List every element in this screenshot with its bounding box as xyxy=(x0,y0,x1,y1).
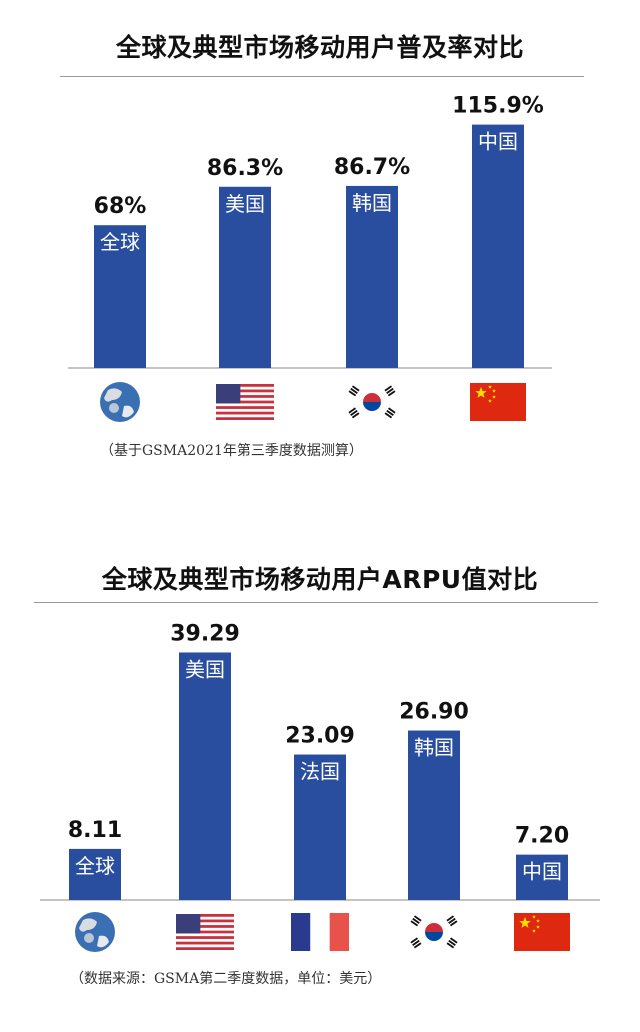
category-label: 法国 xyxy=(300,760,340,784)
value-label: 86.3% xyxy=(207,156,283,181)
value-label: 26.90 xyxy=(399,700,469,725)
arpu-bar-chart: 全球 8.11 美国 39.29 法国 23.09 韩国 26.90 中国 7.20 xyxy=(40,621,600,952)
category-label: 全球 xyxy=(75,854,115,878)
value-label: 86.7% xyxy=(334,155,410,180)
category-label: 美国 xyxy=(185,657,225,681)
bar-美国 xyxy=(219,186,271,368)
france-flag-icon xyxy=(291,913,349,951)
value-label: 7.20 xyxy=(515,824,569,849)
china-flag-icon xyxy=(514,913,570,951)
bar-韩国 xyxy=(346,185,398,368)
usa-flag-icon xyxy=(216,384,274,420)
value-label: 8.11 xyxy=(68,818,122,843)
category-label: 美国 xyxy=(225,192,265,216)
category-label: 中国 xyxy=(522,860,562,884)
source-note: （数据来源：GSMA第二季度数据，单位：美元） xyxy=(70,971,382,987)
bar-法国 xyxy=(294,754,346,900)
bar-全球 xyxy=(69,848,121,900)
korea-flag-icon xyxy=(344,383,400,421)
bar-美国 xyxy=(179,652,231,900)
value-label: 115.9% xyxy=(452,94,544,119)
source-note: （基于GSMA2021年第三季度数据测算） xyxy=(100,443,363,459)
korea-flag-icon xyxy=(406,913,462,951)
value-label: 23.09 xyxy=(285,724,355,749)
penetration-chart-panel: 全球及典型市场移动用户普及率对比 全球 68% 美国 86.3% 韩国 86.7% 中国 11… xyxy=(0,0,640,500)
value-label: 39.29 xyxy=(170,621,240,646)
usa-flag-icon xyxy=(176,914,234,950)
bar-中国 xyxy=(516,854,568,900)
arpu-chart-panel: 全球及典型市场移动用户ARPU值对比 全球 8.11 美国 39.29 法国 23.09 韩… xyxy=(0,540,640,1032)
chart-title: 全球及典型市场移动用户普及率对比 xyxy=(115,33,524,62)
bar-全球 xyxy=(94,225,146,368)
penetration-bar-chart: 全球 68% 美国 86.3% 韩国 86.7% 中国 115.9% xyxy=(68,94,552,422)
category-label: 全球 xyxy=(100,230,140,254)
chart-title: 全球及典型市场移动用户ARPU值对比 xyxy=(101,565,539,594)
china-flag-icon xyxy=(470,383,526,421)
value-label: 68% xyxy=(94,194,147,219)
bar-韩国 xyxy=(408,730,460,900)
earth-icon xyxy=(75,912,115,952)
title-divider xyxy=(60,76,584,77)
title-divider xyxy=(34,602,598,603)
category-label: 韩国 xyxy=(352,191,392,215)
earth-icon xyxy=(100,382,140,422)
category-label: 中国 xyxy=(478,130,518,154)
category-label: 韩国 xyxy=(414,736,454,760)
bar-中国 xyxy=(472,124,524,368)
